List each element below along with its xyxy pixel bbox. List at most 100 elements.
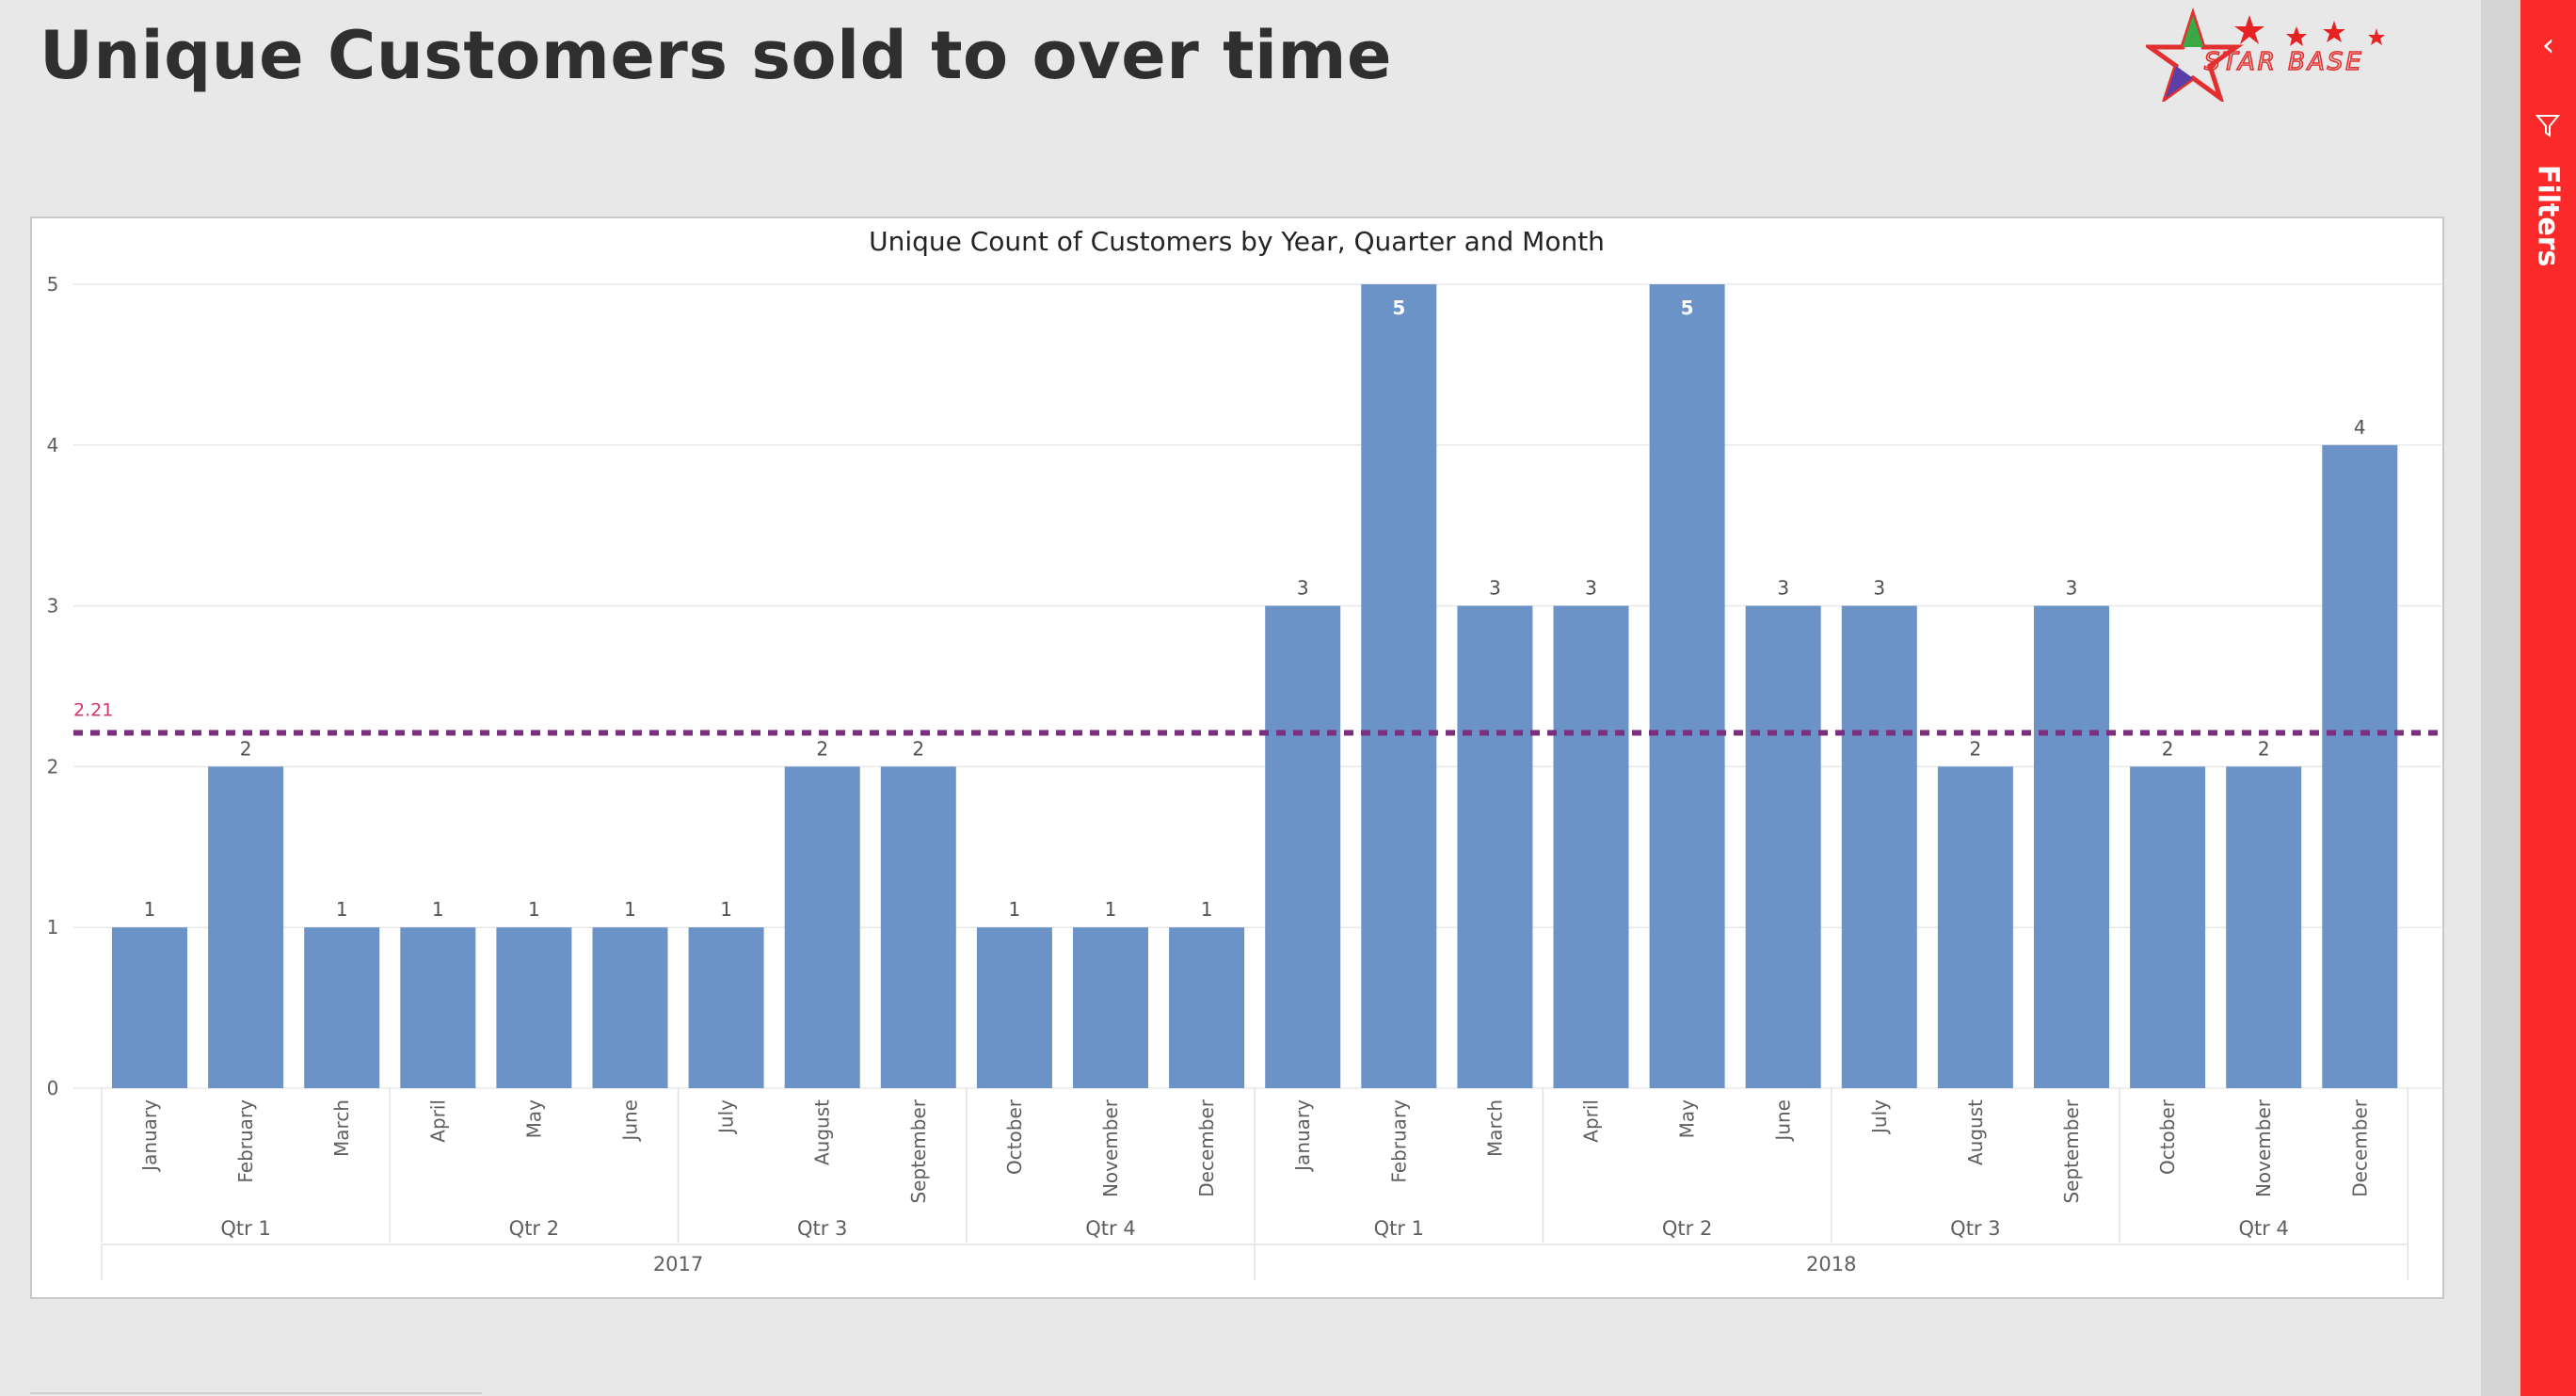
logo-small-star-4: [2368, 28, 2385, 45]
data-label: 2: [2258, 737, 2270, 760]
x-quarter-label: Qtr 1: [1374, 1217, 1424, 1240]
y-tick-label: 5: [47, 273, 59, 296]
x-month-label: September: [907, 1099, 930, 1203]
y-tick-label: 2: [47, 755, 59, 778]
y-tick-label: 4: [47, 434, 59, 457]
chart-title: Unique Count of Customers by Year, Quart…: [869, 226, 1605, 257]
data-label: 1: [1105, 898, 1117, 921]
bar: [2322, 444, 2398, 1088]
filters-pane[interactable]: ‹ Filters: [2520, 0, 2576, 1396]
data-label: 1: [144, 898, 156, 921]
data-label: 1: [1009, 898, 1021, 921]
bar-chart: Unique Count of Customers by Year, Quart…: [47, 226, 2441, 1280]
canvas-right-margin: [2481, 0, 2520, 1396]
x-month-label: July: [715, 1099, 738, 1135]
x-month-label: January: [138, 1099, 161, 1173]
data-label: 4: [2354, 416, 2366, 439]
data-label: 3: [1873, 577, 1885, 600]
bar: [976, 927, 1052, 1088]
x-quarter-label: Qtr 3: [797, 1217, 847, 1240]
bar: [1841, 605, 1917, 1088]
x-month-label: December: [1195, 1099, 1218, 1196]
x-month-label: March: [1483, 1099, 1506, 1157]
x-month-label: June: [1772, 1099, 1795, 1143]
bottom-divider: [30, 1392, 482, 1394]
bar: [1457, 605, 1533, 1088]
data-label: 1: [432, 898, 444, 921]
data-label: 5: [1681, 297, 1694, 319]
logo-small-star-2: [2286, 26, 2307, 46]
data-label: 2: [816, 737, 828, 760]
data-label: 1: [1201, 898, 1213, 921]
filters-label[interactable]: Filters: [2531, 165, 2565, 267]
data-label: 2: [2162, 737, 2174, 760]
chart-visual[interactable]: Unique Count of Customers by Year, Quart…: [30, 217, 2444, 1299]
x-month-label: October: [2156, 1099, 2179, 1175]
data-label: 1: [336, 898, 348, 921]
x-quarter-label: Qtr 1: [220, 1217, 270, 1240]
data-label: 1: [528, 898, 540, 921]
x-month-label: June: [619, 1099, 642, 1143]
data-label: 3: [1489, 577, 1501, 600]
bar: [1937, 766, 2013, 1088]
x-month-label: October: [1003, 1099, 1026, 1175]
data-label: 2: [912, 737, 924, 760]
y-tick-label: 0: [47, 1077, 59, 1099]
x-quarter-label: Qtr 4: [1085, 1217, 1135, 1240]
y-tick-label: 1: [47, 916, 59, 939]
x-month-label: February: [234, 1099, 257, 1183]
bar: [1649, 284, 1725, 1088]
star-base-logo: STAR BASE: [2146, 8, 2385, 102]
x-month-label: November: [1099, 1099, 1122, 1197]
data-label: 3: [1777, 577, 1789, 600]
x-month-label: January: [1291, 1099, 1314, 1173]
bar: [400, 927, 476, 1088]
bar: [2130, 766, 2206, 1088]
data-label: 2: [1970, 737, 1982, 760]
bar: [688, 927, 764, 1088]
bar: [1361, 284, 1437, 1088]
data-label: 1: [720, 898, 732, 921]
filter-funnel-icon[interactable]: [2534, 111, 2562, 139]
bar: [1073, 927, 1148, 1088]
bar: [496, 927, 572, 1088]
bar: [304, 927, 380, 1088]
logo-small-star-1: [2234, 15, 2264, 44]
data-label: 3: [1297, 577, 1309, 600]
bar: [784, 766, 860, 1088]
logo-star-accent: [2183, 15, 2203, 47]
x-quarter-label: Qtr 2: [509, 1217, 559, 1240]
x-month-label: August: [811, 1099, 834, 1165]
x-month-label: December: [2348, 1099, 2371, 1196]
data-label: 3: [1585, 577, 1597, 600]
x-quarter-label: Qtr 3: [1950, 1217, 2000, 1240]
logo-star-accent-2: [2166, 66, 2193, 98]
x-quarter-label: Qtr 2: [1662, 1217, 1712, 1240]
x-quarter-label: Qtr 4: [2238, 1217, 2288, 1240]
x-month-label: April: [1580, 1099, 1603, 1143]
x-month-label: November: [2252, 1099, 2275, 1197]
data-label: 5: [1392, 297, 1405, 319]
x-month-label: May: [1676, 1099, 1699, 1139]
bar: [880, 766, 956, 1088]
x-month-label: May: [522, 1099, 545, 1139]
x-month-label: July: [1868, 1099, 1891, 1135]
logo-text: STAR BASE: [2204, 48, 2364, 76]
data-label: 3: [2066, 577, 2078, 600]
collapse-chevron-icon[interactable]: ‹: [2541, 26, 2555, 64]
page-title: Unique Customers sold to over time: [40, 17, 1392, 94]
data-label: 2: [240, 737, 252, 760]
bar: [1169, 927, 1245, 1088]
x-month-label: February: [1387, 1099, 1410, 1183]
x-year-label: 2017: [653, 1253, 703, 1276]
x-month-label: September: [2060, 1099, 2083, 1203]
bar: [1745, 605, 1821, 1088]
bar: [592, 927, 668, 1088]
bar: [1553, 605, 1629, 1088]
x-year-label: 2018: [1806, 1253, 1856, 1276]
logo-small-star-3: [2323, 21, 2345, 42]
x-month-label: March: [330, 1099, 353, 1157]
bar: [208, 766, 284, 1088]
y-tick-label: 3: [47, 595, 59, 618]
